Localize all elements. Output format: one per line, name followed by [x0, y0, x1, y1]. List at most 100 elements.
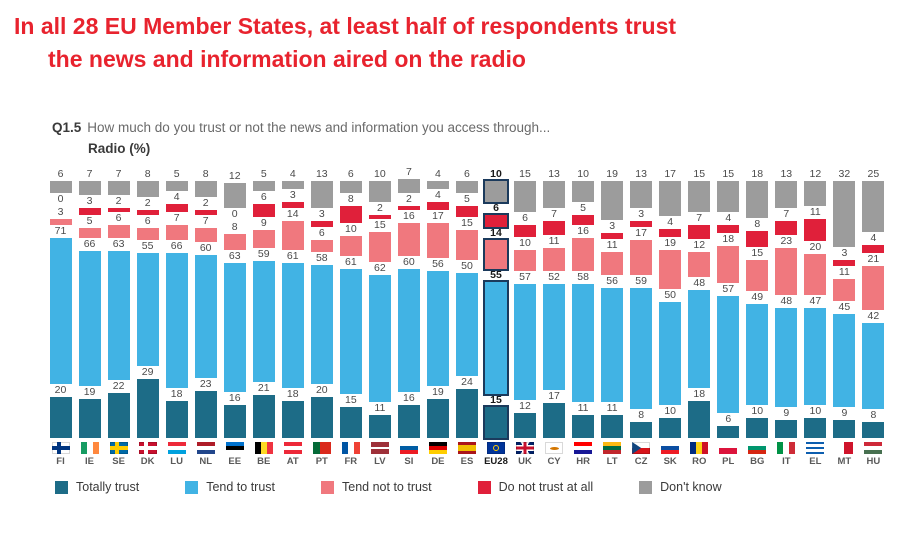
- country-code-label: PL: [722, 456, 735, 467]
- value-label-do_not_trust_at_all: 7: [783, 207, 790, 220]
- value-label-do_not_trust_at_all: 3: [289, 189, 296, 202]
- legend-item-tend_not_to_trust: Tend not to trust: [321, 480, 432, 494]
- value-label-tend_not_to_trust: 19: [664, 237, 677, 250]
- value-label-dont_know: 19: [606, 168, 618, 181]
- value-label-totally_trust: 10: [751, 404, 764, 417]
- value-label-dont_know: 15: [519, 168, 531, 181]
- bar-segment-do_not_trust_at_all: [746, 230, 769, 248]
- value-label-totally_trust: 11: [606, 402, 618, 415]
- bar-segment-tend_not_to_trust: [165, 225, 188, 240]
- value-label-dont_know: 15: [722, 168, 735, 181]
- bar-segment-dont_know: [252, 181, 275, 192]
- legend-swatch-tend_not_to_trust: [321, 480, 335, 494]
- value-label-totally_trust: 9: [841, 406, 848, 419]
- bar-segment-do_not_trust_at_all: [165, 204, 188, 213]
- bar-segment-do_not_trust_at_all: [717, 224, 740, 233]
- value-label-dont_know: 32: [838, 168, 851, 181]
- flag-stripe: [254, 442, 261, 454]
- value-label-do_not_trust_at_all: 2: [144, 197, 151, 210]
- country-code-label: CZ: [634, 456, 648, 467]
- value-label-dont_know: 4: [289, 168, 296, 181]
- flag-stripe: [283, 450, 302, 454]
- value-label-tend_not_to_trust: 21: [867, 253, 880, 266]
- value-label-tend_not_to_trust: 10: [519, 237, 531, 250]
- flag-stripe: [806, 449, 825, 452]
- flag-stripe: [748, 446, 767, 450]
- bar-segment-totally_trust: [223, 405, 246, 438]
- bar-segment-do_not_trust_at_all: [543, 220, 566, 236]
- legend-swatch-tend_to_trust: [185, 480, 199, 494]
- bar-segment-totally_trust: [833, 419, 856, 438]
- value-label-tend_not_to_trust: 15: [461, 216, 473, 229]
- bar-segment-do_not_trust_at_all: [572, 214, 595, 225]
- bar-segment-dont_know: [543, 181, 566, 208]
- country-code-label: BE: [257, 456, 271, 467]
- value-label-totally_trust: 29: [141, 365, 154, 378]
- bar-segment-dont_know: [659, 181, 682, 216]
- flag-stripe: [696, 442, 703, 454]
- bar-column-be: 5 6 9 59 21 BE: [249, 168, 278, 468]
- bar-column-it: 13 7 23 48 9 IT: [772, 168, 801, 468]
- value-label-do_not_trust_at_all: 4: [667, 215, 674, 228]
- flag-stripe: [320, 442, 331, 454]
- flag-stripe: [353, 442, 360, 454]
- flag-stripe: [283, 442, 302, 446]
- bar-segment-totally_trust: [659, 417, 682, 438]
- bar-segment-tend_not_to_trust: [339, 235, 362, 257]
- value-label-do_not_trust_at_all: 6: [522, 211, 528, 224]
- bar-segment-dont_know: [775, 181, 798, 208]
- bar-segment-do_not_trust_at_all: [78, 208, 101, 215]
- bar-segment-tend_to_trust: [252, 261, 275, 382]
- country-code-label: RO: [692, 456, 707, 467]
- flag-stripe: [864, 442, 883, 446]
- flag-lu-icon: [167, 442, 186, 454]
- cyprus-map: [549, 446, 559, 450]
- value-label-dont_know: 25: [867, 168, 880, 181]
- flag-pt-icon: [312, 442, 331, 454]
- flag-dk-icon: [138, 442, 157, 454]
- country-code-label: EL: [809, 456, 822, 467]
- bar-segment-do_not_trust_at_all: [833, 259, 856, 266]
- value-label-tend_to_trust: 71: [54, 225, 67, 238]
- value-label-totally_trust: 21: [257, 381, 270, 394]
- bar-segment-totally_trust: [484, 407, 507, 438]
- flag-ee-icon: [225, 442, 244, 454]
- country-code-label: CY: [547, 456, 561, 467]
- value-label-do_not_trust_at_all: 3: [841, 246, 848, 259]
- value-label-do_not_trust_at_all: 2: [376, 201, 383, 214]
- country-code-label: HU: [866, 456, 881, 467]
- value-label-totally_trust: 11: [374, 402, 386, 415]
- legend-item-do_not_trust_at_all: Do not trust at all: [477, 480, 593, 494]
- legend-swatch-totally_trust: [55, 480, 68, 494]
- bar-column-se: 7 2 6 63 22 SE: [104, 168, 133, 468]
- bar-segment-tend_not_to_trust: [455, 229, 478, 261]
- value-label-do_not_trust_at_all: 2: [405, 193, 412, 206]
- flag-es-icon: [457, 442, 476, 454]
- question-row: Q1.5 How much do you trust or not the new…: [52, 120, 900, 135]
- bar-segment-totally_trust: [397, 405, 420, 438]
- value-label-dont_know: 5: [173, 168, 180, 181]
- bar-segment-tend_to_trust: [426, 271, 449, 387]
- value-label-totally_trust: 18: [693, 388, 706, 401]
- value-label-tend_not_to_trust: 12: [693, 239, 706, 252]
- bar-segment-totally_trust: [514, 413, 537, 438]
- bar-segment-do_not_trust_at_all: [659, 228, 682, 238]
- value-label-dont_know: 7: [405, 165, 412, 178]
- value-label-tend_not_to_trust: 15: [751, 247, 764, 260]
- value-label-tend_not_to_trust: 18: [722, 232, 735, 245]
- bar-column-lu: 5 4 7 66 18 LU: [162, 168, 191, 468]
- value-label-dont_know: 13: [315, 168, 328, 181]
- value-label-do_not_trust_at_all: 0: [231, 207, 238, 220]
- bar-segment-tend_not_to_trust: [717, 245, 740, 283]
- country-code-label: AT: [286, 456, 299, 467]
- flag-stripe: [748, 442, 767, 446]
- bar-segment-dont_know: [804, 181, 827, 206]
- bar-column-uk: 15 6 10 57 12 UK: [511, 168, 540, 468]
- flag-stripe: [283, 446, 302, 450]
- value-label-dont_know: 6: [347, 168, 354, 181]
- value-label-tend_to_trust: 52: [548, 270, 560, 283]
- country-code-label: IE: [85, 456, 95, 467]
- value-label-dont_know: 7: [86, 168, 93, 181]
- bar-segment-totally_trust: [775, 419, 798, 438]
- bar-segment-dont_know: [833, 181, 856, 247]
